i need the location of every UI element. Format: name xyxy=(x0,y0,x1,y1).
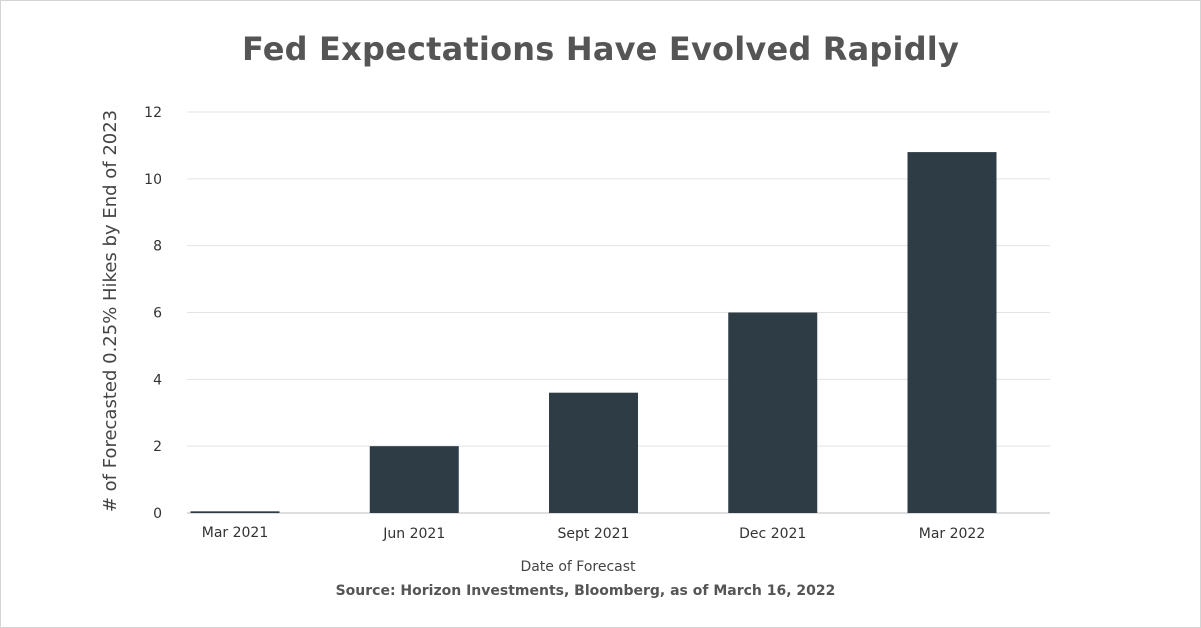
y-tick-label: 4 xyxy=(153,372,162,388)
x-tick-label: Mar 2022 xyxy=(919,526,986,542)
x-tick-label: Dec 2021 xyxy=(739,526,806,542)
y-axis-ticks: 0 2 4 6 8 10 12 xyxy=(144,105,162,522)
chart-title: Fed Expectations Have Evolved Rapidly xyxy=(241,30,960,68)
bar xyxy=(907,152,997,513)
bar xyxy=(728,312,818,513)
x-tick-label: Sept 2021 xyxy=(558,526,630,542)
y-tick-label: 12 xyxy=(144,105,162,121)
x-tick-label: Mar 2021 xyxy=(202,525,269,541)
y-tick-label: 10 xyxy=(144,172,162,188)
y-tick-label: 6 xyxy=(153,306,162,322)
bars xyxy=(190,152,997,513)
bar xyxy=(549,392,638,513)
x-axis-ticks: Mar 2021 Jun 2021 Sept 2021 Dec 2021 Mar 202… xyxy=(202,525,986,542)
x-tick-label: Jun 2021 xyxy=(382,526,445,542)
bar xyxy=(190,511,280,513)
x-axis-title: Date of Forecast xyxy=(520,559,636,575)
y-tick-label: 0 xyxy=(153,506,162,522)
gridlines xyxy=(187,111,1050,514)
y-tick-label: 8 xyxy=(153,239,162,255)
y-tick-label: 2 xyxy=(153,439,162,455)
bar xyxy=(369,446,459,513)
source-note: Source: Horizon Investments, Bloomberg, … xyxy=(335,583,836,599)
y-axis-title: # of Forecasted 0.25% Hikes by End of 20… xyxy=(100,110,121,512)
